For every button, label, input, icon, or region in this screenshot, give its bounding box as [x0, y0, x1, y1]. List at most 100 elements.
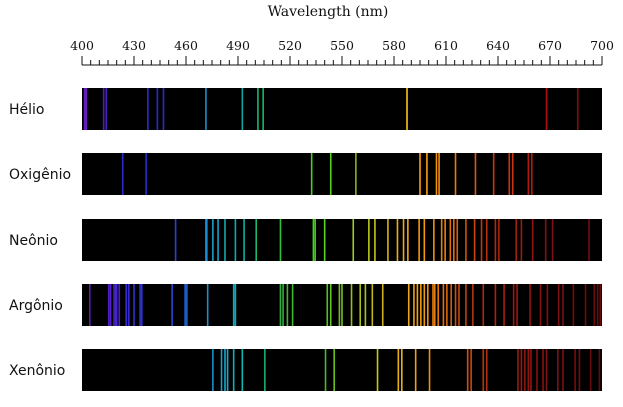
- emission-line: [139, 284, 141, 326]
- tick-label: 430: [122, 38, 146, 53]
- emission-line: [406, 88, 408, 130]
- emission-line: [546, 284, 549, 326]
- emission-line: [416, 284, 419, 326]
- emission-line: [474, 153, 477, 195]
- emission-line: [511, 153, 514, 195]
- emission-line: [482, 284, 485, 326]
- emission-line: [413, 284, 415, 326]
- emission-line: [545, 349, 548, 391]
- spectrum-label: Neônio: [9, 233, 58, 249]
- emission-line: [359, 284, 361, 326]
- emission-line: [427, 284, 429, 326]
- emission-line: [599, 284, 602, 326]
- emission-line: [401, 349, 403, 391]
- emission-line: [517, 349, 519, 391]
- emission-line: [147, 88, 149, 130]
- emission-line: [371, 284, 374, 326]
- emission-line: [589, 349, 592, 391]
- emission-line: [364, 284, 367, 326]
- tick-label: 400: [70, 38, 94, 53]
- emission-line: [423, 219, 426, 261]
- emission-line: [472, 284, 474, 326]
- wavelength-axis: 400 430 460 490 520 550 580 610 640 670 700: [70, 38, 614, 66]
- emission-line: [498, 219, 500, 261]
- emission-line: [329, 153, 332, 195]
- spectrum-label: Argônio: [9, 298, 63, 314]
- emission-line: [396, 219, 399, 261]
- emission-line: [418, 219, 420, 261]
- emission-line: [485, 349, 488, 391]
- emission-line: [224, 219, 226, 261]
- emission-line: [480, 219, 483, 261]
- emission-line: [109, 284, 112, 326]
- tick-label: 700: [590, 38, 614, 53]
- emission-line: [220, 349, 223, 391]
- emission-line: [454, 153, 457, 195]
- emission-line: [338, 284, 341, 326]
- axis-title: Wavelength (nm): [268, 4, 389, 20]
- emission-line: [232, 284, 235, 326]
- emission-line: [562, 284, 564, 326]
- emission-line: [279, 219, 282, 261]
- tick-label: 550: [330, 38, 354, 53]
- emission-line: [516, 284, 518, 326]
- emission-line: [465, 284, 467, 326]
- emission-line: [420, 284, 422, 326]
- emission-line: [355, 153, 357, 195]
- emission-line: [515, 219, 517, 261]
- emission-line: [350, 284, 353, 326]
- emission-line: [205, 88, 207, 130]
- spectrum-strip: [82, 219, 602, 261]
- emission-line: [397, 349, 400, 391]
- emission-line: [437, 284, 439, 326]
- emission-line: [352, 219, 355, 261]
- spectrum-row: Xenônio: [9, 349, 602, 391]
- emission-line: [433, 284, 436, 326]
- emission-line: [542, 349, 544, 391]
- emission-line: [576, 88, 579, 130]
- emission-line: [446, 284, 448, 326]
- emission-line: [212, 219, 214, 261]
- emission-line: [449, 219, 452, 261]
- emission-line: [115, 284, 118, 326]
- emission-line: [470, 349, 472, 391]
- emission-line: [456, 219, 459, 261]
- emission-line: [234, 284, 237, 326]
- emission-line: [174, 219, 177, 261]
- emission-line: [453, 219, 455, 261]
- emission-line: [444, 219, 446, 261]
- emission-line: [466, 349, 469, 391]
- emission-line: [226, 349, 229, 391]
- emission-line: [551, 219, 554, 261]
- emission-line: [454, 284, 457, 326]
- emission-line: [184, 284, 186, 326]
- emission-line: [527, 349, 530, 391]
- emission-line: [428, 349, 431, 391]
- emission-line: [121, 153, 124, 195]
- emission-line: [557, 284, 560, 326]
- emission-line: [402, 219, 405, 261]
- spectrum-strip: [82, 153, 602, 195]
- emission-line: [232, 349, 235, 391]
- emission-line: [333, 349, 335, 391]
- emission-line: [433, 219, 435, 261]
- emission-line: [314, 219, 316, 261]
- emission-line: [598, 349, 601, 391]
- emission-line: [291, 284, 294, 326]
- emission-line: [241, 88, 244, 130]
- emission-line: [257, 88, 259, 130]
- emission-line: [531, 219, 534, 261]
- emission-line: [557, 349, 559, 391]
- emission-line: [324, 349, 327, 391]
- emission-line: [234, 219, 237, 261]
- emission-line: [465, 219, 467, 261]
- emission-line: [539, 284, 542, 326]
- emission-line: [243, 219, 245, 261]
- emission-line: [572, 284, 575, 326]
- emission-line: [435, 153, 438, 195]
- emission-line: [108, 284, 110, 326]
- emission-line: [115, 284, 117, 326]
- emission-line: [527, 153, 530, 195]
- tick-label: 520: [278, 38, 302, 53]
